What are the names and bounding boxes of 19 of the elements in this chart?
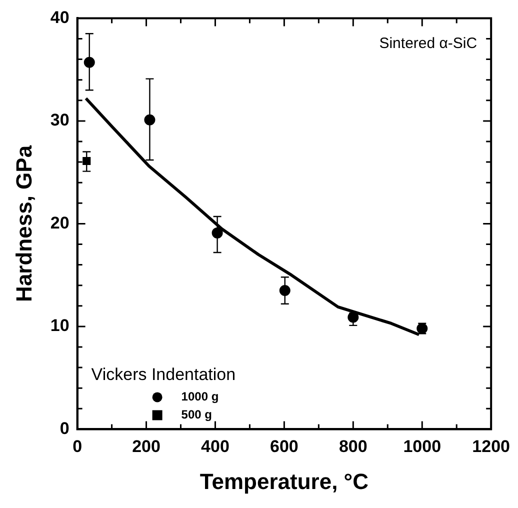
x-axis-title: Temperature, °C	[200, 468, 369, 494]
legend-title: Vickers Indentation	[91, 364, 236, 384]
x-tick-label: 1000	[403, 437, 442, 456]
legend-label: 1000 g	[181, 390, 219, 404]
x-tick-label: 0	[72, 437, 82, 456]
annotation: Sintered α-SiC	[379, 34, 478, 52]
legend-label: 500 g	[181, 408, 212, 422]
x-tick-label: 800	[338, 437, 368, 456]
y-tick-label: 40	[50, 8, 70, 27]
y-tick-label: 10	[50, 316, 70, 336]
x-tick-label: 400	[201, 437, 230, 456]
y-tick-label: 0	[60, 418, 70, 438]
x-tick-label: 200	[132, 437, 160, 456]
y-axis-title: Hardness, GPa	[11, 144, 36, 302]
y-tick-label: 30	[50, 110, 70, 130]
point	[279, 284, 290, 296]
x-tick-label: 600	[270, 437, 298, 456]
y-tick-label: 20	[50, 213, 70, 232]
x-tick-label: 1200	[472, 437, 510, 456]
